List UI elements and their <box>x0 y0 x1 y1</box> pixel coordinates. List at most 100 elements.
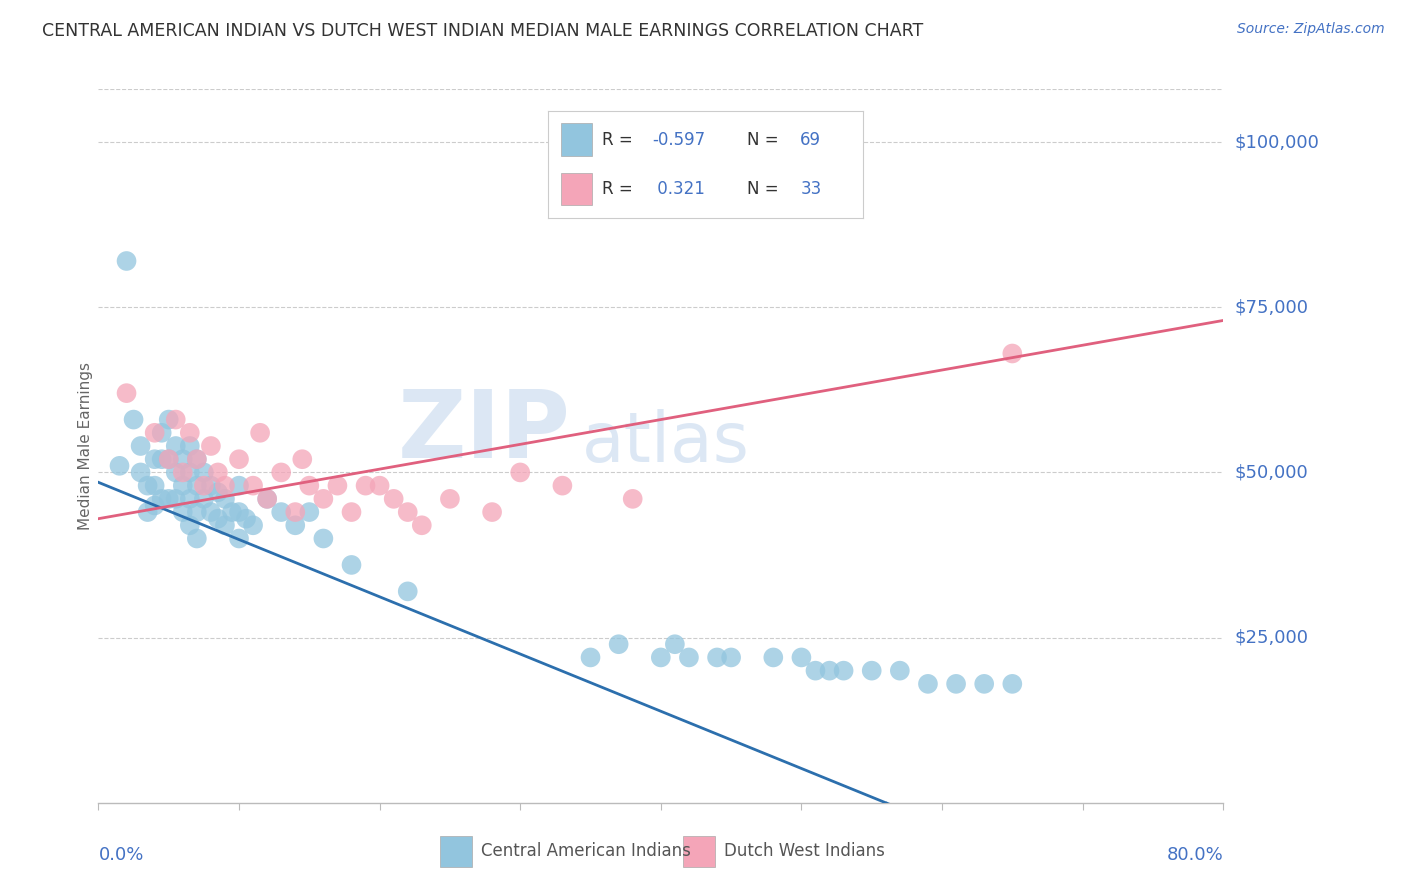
Point <box>650 650 672 665</box>
Point <box>143 452 166 467</box>
Point <box>284 518 307 533</box>
Point <box>804 664 827 678</box>
Point <box>256 491 278 506</box>
Point <box>973 677 995 691</box>
Point <box>207 511 229 525</box>
Point <box>242 518 264 533</box>
Text: $25,000: $25,000 <box>1234 629 1309 647</box>
Y-axis label: Median Male Earnings: Median Male Earnings <box>77 362 93 530</box>
Point <box>298 478 321 492</box>
Point <box>790 650 813 665</box>
Point <box>172 505 194 519</box>
Point <box>179 518 201 533</box>
Text: 0.0%: 0.0% <box>98 846 143 863</box>
Point <box>179 491 201 506</box>
Point <box>186 478 208 492</box>
Point <box>270 466 292 480</box>
Point <box>136 505 159 519</box>
Point <box>235 511 257 525</box>
Point <box>115 386 138 401</box>
Point <box>193 491 215 506</box>
Point <box>411 518 433 533</box>
Point <box>249 425 271 440</box>
Text: 80.0%: 80.0% <box>1167 846 1223 863</box>
Text: $50,000: $50,000 <box>1234 464 1308 482</box>
Point <box>354 478 377 492</box>
Point <box>172 452 194 467</box>
Point <box>439 491 461 506</box>
Point <box>108 458 131 473</box>
Point <box>165 491 187 506</box>
Point <box>579 650 602 665</box>
Point <box>129 466 152 480</box>
Text: $75,000: $75,000 <box>1234 298 1309 317</box>
Point <box>298 505 321 519</box>
Point <box>150 491 173 506</box>
Point <box>1001 677 1024 691</box>
Point <box>186 452 208 467</box>
Point <box>917 677 939 691</box>
Point <box>129 439 152 453</box>
Point <box>228 505 250 519</box>
Text: atlas: atlas <box>582 409 749 476</box>
Point <box>368 478 391 492</box>
Point <box>165 466 187 480</box>
Point <box>678 650 700 665</box>
Point <box>165 439 187 453</box>
Point <box>157 491 180 506</box>
Point <box>136 478 159 492</box>
Point <box>720 650 742 665</box>
Point <box>228 478 250 492</box>
Point <box>340 558 363 572</box>
Point <box>143 499 166 513</box>
Point <box>214 518 236 533</box>
Point <box>115 254 138 268</box>
Point <box>621 491 644 506</box>
Point <box>945 677 967 691</box>
Point <box>860 664 883 678</box>
Point <box>256 491 278 506</box>
Point <box>186 452 208 467</box>
Point <box>228 452 250 467</box>
Point <box>396 584 419 599</box>
Point <box>762 650 785 665</box>
Point <box>382 491 405 506</box>
Point <box>179 466 201 480</box>
Point <box>396 505 419 519</box>
Point <box>200 505 222 519</box>
Point <box>186 505 208 519</box>
Point <box>122 412 145 426</box>
Point <box>193 466 215 480</box>
Point <box>207 485 229 500</box>
Point <box>200 478 222 492</box>
Point <box>193 478 215 492</box>
Point <box>179 425 201 440</box>
Point <box>207 466 229 480</box>
Point <box>481 505 503 519</box>
Text: ZIP: ZIP <box>398 385 571 478</box>
Text: $100,000: $100,000 <box>1234 133 1319 151</box>
Point <box>157 412 180 426</box>
Point <box>340 505 363 519</box>
Point <box>179 439 201 453</box>
Point <box>221 505 243 519</box>
Point <box>242 478 264 492</box>
Text: CENTRAL AMERICAN INDIAN VS DUTCH WEST INDIAN MEDIAN MALE EARNINGS CORRELATION CH: CENTRAL AMERICAN INDIAN VS DUTCH WEST IN… <box>42 22 924 40</box>
Point <box>1001 346 1024 360</box>
Point <box>889 664 911 678</box>
Point <box>150 425 173 440</box>
Text: Source: ZipAtlas.com: Source: ZipAtlas.com <box>1237 22 1385 37</box>
Point <box>706 650 728 665</box>
Point <box>818 664 841 678</box>
Point <box>284 505 307 519</box>
Point <box>664 637 686 651</box>
Point <box>270 505 292 519</box>
Point <box>143 425 166 440</box>
Point <box>186 532 208 546</box>
Point <box>607 637 630 651</box>
Point <box>172 466 194 480</box>
Point <box>214 478 236 492</box>
Point <box>832 664 855 678</box>
Point <box>172 478 194 492</box>
Point <box>312 491 335 506</box>
